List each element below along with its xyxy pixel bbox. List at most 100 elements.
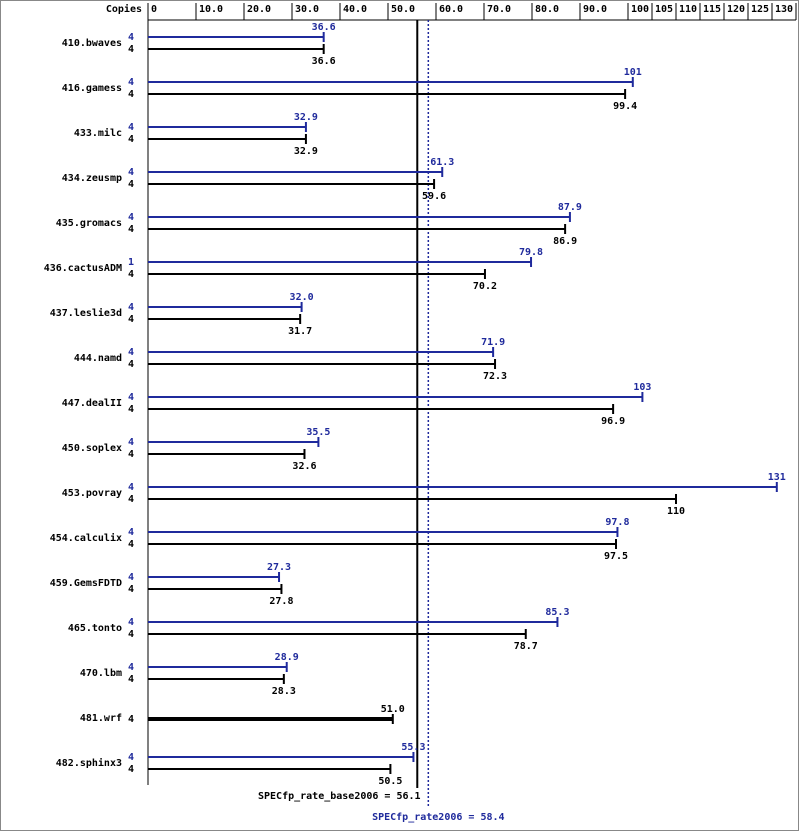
category-label: 410.bwaves bbox=[62, 38, 122, 49]
category-label: 433.milc bbox=[74, 127, 122, 139]
category-label: 459.GemsFDTD bbox=[50, 578, 122, 589]
category-label: 447.dealII bbox=[62, 398, 122, 409]
copies-label: 4 bbox=[128, 404, 134, 415]
value-label: 70.2 bbox=[473, 281, 497, 292]
copies-label: 4 bbox=[128, 314, 134, 325]
x-tick-label: 20.0 bbox=[247, 4, 271, 15]
copies-label: 4 bbox=[128, 77, 134, 88]
value-label: 51.0 bbox=[381, 704, 405, 715]
copies-label: 4 bbox=[128, 752, 134, 763]
copies-label: 4 bbox=[128, 224, 134, 235]
reference-label: SPECfp_rate_base2006 = 56.1 bbox=[258, 791, 421, 802]
copies-label: 4 bbox=[128, 714, 134, 725]
value-label: 96.9 bbox=[601, 416, 625, 427]
value-label: 32.9 bbox=[294, 146, 318, 157]
value-label: 32.9 bbox=[294, 112, 318, 123]
copies-label: 4 bbox=[128, 32, 134, 43]
category-label: 470.lbm bbox=[80, 668, 122, 679]
x-tick-label: 110 bbox=[679, 4, 697, 15]
copies-label: 4 bbox=[128, 482, 134, 493]
value-label: 97.8 bbox=[605, 517, 629, 528]
copies-label: 4 bbox=[128, 572, 134, 583]
reference-label: SPECfp_rate2006 = 58.4 bbox=[372, 812, 504, 823]
value-label: 110 bbox=[667, 506, 685, 517]
value-label: 27.3 bbox=[267, 562, 291, 573]
value-label: 50.5 bbox=[378, 776, 402, 787]
copies-label: 4 bbox=[128, 269, 134, 280]
copies-label: 4 bbox=[128, 134, 134, 145]
x-tick-label: 70.0 bbox=[487, 4, 511, 15]
category-label: 454.calculix bbox=[50, 532, 122, 544]
copies-label: 4 bbox=[128, 449, 134, 460]
value-label: 55.3 bbox=[401, 742, 425, 753]
copies-label: 4 bbox=[128, 179, 134, 190]
copies-header: Copies bbox=[106, 3, 142, 15]
copies-label: 4 bbox=[128, 617, 134, 628]
x-tick-label: 120 bbox=[727, 4, 745, 15]
copies-label: 1 bbox=[128, 257, 134, 268]
copies-label: 4 bbox=[128, 662, 134, 673]
copies-label: 4 bbox=[128, 347, 134, 358]
value-label: 87.9 bbox=[558, 202, 582, 213]
category-label: 436.cactusADM bbox=[44, 263, 122, 274]
copies-label: 4 bbox=[128, 122, 134, 133]
value-label: 28.9 bbox=[275, 652, 299, 663]
value-label: 97.5 bbox=[604, 551, 628, 562]
x-tick-label: 130 bbox=[775, 4, 793, 15]
value-label: 32.0 bbox=[290, 292, 314, 303]
category-label: 482.sphinx3 bbox=[56, 757, 122, 769]
category-label: 434.zeusmp bbox=[62, 173, 122, 184]
x-tick-label: 90.0 bbox=[583, 4, 607, 15]
value-label: 71.9 bbox=[481, 337, 505, 348]
x-tick-label: 30.0 bbox=[295, 4, 319, 15]
category-label: 416.gamess bbox=[62, 83, 122, 94]
copies-label: 4 bbox=[128, 437, 134, 448]
x-tick-label: 115 bbox=[703, 4, 721, 15]
x-tick-label: 100 bbox=[631, 4, 649, 15]
copies-label: 4 bbox=[128, 167, 134, 178]
value-label: 131 bbox=[768, 472, 786, 483]
copies-label: 4 bbox=[128, 629, 134, 640]
category-label: 435.gromacs bbox=[56, 218, 122, 229]
copies-label: 4 bbox=[128, 539, 134, 550]
copies-label: 4 bbox=[128, 494, 134, 505]
x-tick-label: 60.0 bbox=[439, 4, 463, 15]
copies-label: 4 bbox=[128, 89, 134, 100]
copies-label: 4 bbox=[128, 44, 134, 55]
value-label: 86.9 bbox=[553, 236, 577, 247]
value-label: 32.6 bbox=[292, 461, 316, 472]
category-label: 453.povray bbox=[62, 488, 122, 499]
value-label: 61.3 bbox=[430, 157, 454, 168]
x-tick-label: 10.0 bbox=[199, 4, 223, 15]
x-tick-label: 50.0 bbox=[391, 4, 415, 15]
copies-label: 4 bbox=[128, 674, 134, 685]
x-tick-label: 80.0 bbox=[535, 4, 559, 15]
value-label: 27.8 bbox=[269, 596, 293, 607]
copies-label: 4 bbox=[128, 212, 134, 223]
x-tick-label: 105 bbox=[655, 4, 673, 15]
copies-label: 4 bbox=[128, 584, 134, 595]
value-label: 85.3 bbox=[545, 607, 569, 618]
category-label: 437.leslie3d bbox=[50, 307, 122, 319]
value-label: 31.7 bbox=[288, 326, 312, 337]
x-tick-label: 40.0 bbox=[343, 4, 367, 15]
copies-label: 4 bbox=[128, 302, 134, 313]
value-label: 36.6 bbox=[312, 56, 336, 67]
value-label: 35.5 bbox=[306, 427, 330, 438]
category-label: 481.wrf bbox=[80, 713, 122, 724]
value-label: 78.7 bbox=[514, 641, 538, 652]
value-label: 36.6 bbox=[312, 22, 336, 33]
value-label: 101 bbox=[624, 67, 642, 78]
copies-label: 4 bbox=[128, 764, 134, 775]
category-label: 465.tonto bbox=[68, 623, 122, 634]
category-label: 450.soplex bbox=[62, 443, 122, 454]
value-label: 79.8 bbox=[519, 247, 543, 258]
copies-label: 4 bbox=[128, 527, 134, 538]
copies-label: 4 bbox=[128, 359, 134, 370]
x-tick-label: 0 bbox=[151, 4, 157, 15]
value-label: 59.6 bbox=[422, 191, 446, 202]
copies-label: 4 bbox=[128, 392, 134, 403]
category-label: 444.namd bbox=[74, 353, 122, 364]
value-label: 99.4 bbox=[613, 101, 637, 112]
